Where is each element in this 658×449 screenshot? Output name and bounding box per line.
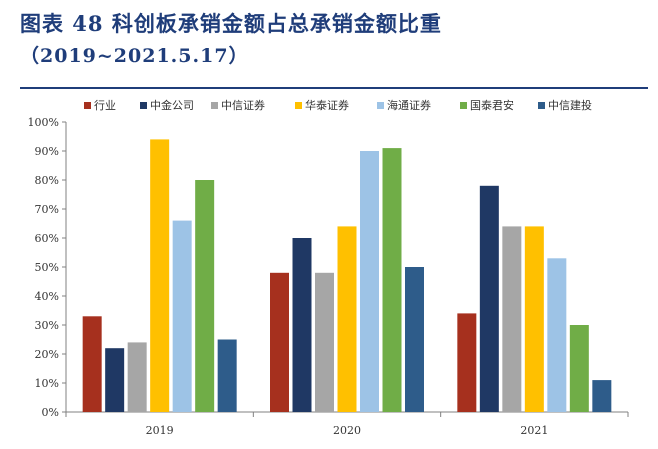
y-tick-label: 70% xyxy=(35,203,59,216)
legend-swatch xyxy=(211,102,218,109)
bar-2019-2 xyxy=(127,342,147,412)
bar-2020-1 xyxy=(292,238,312,412)
title-line-2: （2019~2021.5.17） xyxy=(20,45,249,67)
legend-label: 中信建投 xyxy=(548,98,592,112)
x-tick-label: 2019 xyxy=(146,424,174,437)
bar-2021-4 xyxy=(547,258,567,412)
legend-swatch xyxy=(84,102,91,109)
y-tick-label: 90% xyxy=(35,145,59,158)
y-tick-label: 10% xyxy=(35,377,59,390)
bar-2020-4 xyxy=(360,151,379,412)
bar-chart: 行业 中金公司 中信证券 华泰证券 海通证券 国泰君安 中信建投 0% 10% 20% 30% 40… xyxy=(28,98,629,437)
bar-2020-2 xyxy=(315,272,334,412)
bar-2019-3 xyxy=(150,139,170,412)
legend-label: 行业 xyxy=(94,99,116,112)
x-axis: 2019 2020 2021 xyxy=(65,411,629,437)
y-tick-label: 20% xyxy=(35,348,59,361)
legend-swatch xyxy=(460,102,467,109)
bar-2021-1 xyxy=(479,185,499,412)
bar-2020-5 xyxy=(382,148,402,412)
bar-2021-0 xyxy=(457,313,477,412)
y-tick-label: 100% xyxy=(28,116,59,129)
bar-2020-6 xyxy=(405,267,424,412)
y-axis: 0% 10% 20% 30% 40% 50% 60% 70% 80% 90% 100% xyxy=(28,116,67,419)
legend-label: 华泰证券 xyxy=(305,98,349,112)
y-tick-label: 60% xyxy=(35,232,59,245)
legend-swatch xyxy=(140,102,147,109)
y-tick-label: 80% xyxy=(35,174,59,187)
figure-title: 图表 48 科创板承销金额占总承销金额比重 （2019~2021.5.17） xyxy=(20,8,650,72)
legend-swatch xyxy=(377,102,384,109)
bar-2021-3 xyxy=(524,226,544,412)
bar-2019-4 xyxy=(172,220,192,412)
legend: 行业 中金公司 中信证券 华泰证券 海通证券 国泰君安 中信建投 xyxy=(84,98,592,112)
bar-2019-6 xyxy=(217,339,237,412)
title-rule xyxy=(20,87,648,89)
legend-label: 中金公司 xyxy=(150,98,194,112)
bar-2020-0 xyxy=(270,272,289,412)
legend-swatch xyxy=(295,102,302,109)
y-tick-label: 40% xyxy=(35,290,59,303)
legend-label: 海通证券 xyxy=(387,98,431,112)
bar-2020-3 xyxy=(337,226,357,412)
y-tick-label: 30% xyxy=(35,319,59,332)
legend-swatch xyxy=(538,102,545,109)
title-line-1: 图表 48 科创板承销金额占总承销金额比重 xyxy=(20,11,442,36)
y-tick-label: 0% xyxy=(42,406,59,419)
legend-label: 中信证券 xyxy=(221,98,265,112)
bar-2021-5 xyxy=(569,325,589,412)
bar-2021-2 xyxy=(502,226,522,412)
y-tick-label: 50% xyxy=(35,261,59,274)
x-tick-label: 2021 xyxy=(520,424,548,437)
bar-2019-5 xyxy=(195,180,215,412)
bar-2021-6 xyxy=(592,380,612,412)
bar-2019-0 xyxy=(82,316,102,412)
bars xyxy=(82,139,612,412)
x-tick-label: 2020 xyxy=(333,424,361,437)
legend-label: 国泰君安 xyxy=(470,98,514,112)
bar-2019-1 xyxy=(105,348,125,412)
